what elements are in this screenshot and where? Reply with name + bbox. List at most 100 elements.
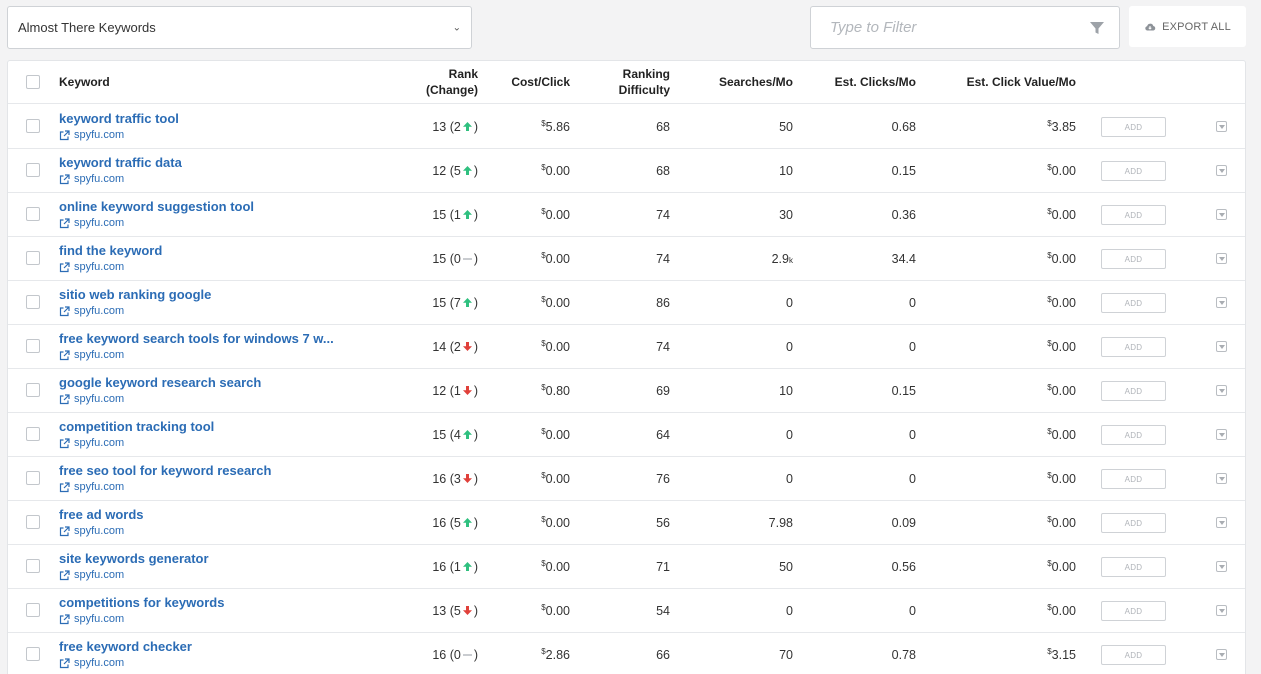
expand-row-icon[interactable] — [1216, 341, 1227, 352]
rank-change-value: 0 — [453, 647, 461, 662]
column-header-searches[interactable]: Searches/Mo — [718, 75, 793, 89]
keyword-cell: site keywords generator spyfu.com — [59, 550, 209, 582]
keyword-cell: online keyword suggestion tool spyfu.com — [59, 198, 254, 230]
add-keyword-button[interactable]: ADD — [1101, 381, 1166, 401]
row-checkbox[interactable] — [26, 427, 40, 441]
keyword-link[interactable]: google keyword research search — [59, 375, 262, 390]
external-link-icon — [59, 261, 70, 272]
expand-row-icon[interactable] — [1216, 605, 1227, 616]
funnel-icon[interactable] — [1089, 20, 1105, 36]
site-link[interactable]: spyfu.com — [59, 216, 254, 230]
site-link[interactable]: spyfu.com — [59, 568, 209, 582]
site-link[interactable]: spyfu.com — [59, 436, 214, 450]
site-link[interactable]: spyfu.com — [59, 480, 271, 494]
clicks-cell: 0.36 — [793, 193, 916, 236]
row-checkbox[interactable] — [26, 119, 40, 133]
row-checkbox[interactable] — [26, 603, 40, 617]
column-header-clicks[interactable]: Est. Clicks/Mo — [834, 75, 916, 89]
site-link[interactable]: spyfu.com — [59, 656, 192, 670]
row-checkbox[interactable] — [26, 207, 40, 221]
column-header-cost-per-click[interactable]: Cost/Click — [511, 75, 570, 89]
add-keyword-button[interactable]: ADD — [1101, 337, 1166, 357]
expand-row-icon[interactable] — [1216, 253, 1227, 264]
column-header-rank[interactable]: Rank (Change) — [426, 67, 478, 97]
keyword-link[interactable]: free keyword checker — [59, 639, 192, 654]
click-value-cell: $0.00 — [1047, 250, 1076, 266]
expand-row-icon[interactable] — [1216, 649, 1227, 660]
add-keyword-button[interactable]: ADD — [1101, 425, 1166, 445]
column-header-keyword[interactable]: Keyword — [59, 75, 110, 89]
keyword-link[interactable]: competition tracking tool — [59, 419, 215, 434]
row-checkbox[interactable] — [26, 339, 40, 353]
site-link[interactable]: spyfu.com — [59, 524, 144, 538]
site-link[interactable]: spyfu.com — [59, 128, 179, 142]
site-link[interactable]: spyfu.com — [59, 348, 334, 362]
row-checkbox[interactable] — [26, 163, 40, 177]
expand-row-icon[interactable] — [1216, 517, 1227, 528]
site-link[interactable]: spyfu.com — [59, 392, 261, 406]
expand-row-icon[interactable] — [1216, 473, 1227, 484]
keyword-link[interactable]: free seo tool for keyword research — [59, 463, 272, 478]
row-checkbox[interactable] — [26, 559, 40, 573]
row-checkbox[interactable] — [26, 515, 40, 529]
add-keyword-button[interactable]: ADD — [1101, 117, 1166, 137]
rank-change-value: 1 — [453, 207, 461, 222]
add-keyword-button[interactable]: ADD — [1101, 513, 1166, 533]
site-label: spyfu.com — [74, 173, 125, 185]
table-row: free keyword search tools for windows 7 … — [8, 325, 1245, 369]
rank-cell: 15 (7) — [432, 295, 478, 310]
row-checkbox[interactable] — [26, 383, 40, 397]
add-keyword-button[interactable]: ADD — [1101, 249, 1166, 269]
site-link[interactable]: spyfu.com — [59, 172, 182, 186]
external-link-icon — [59, 525, 70, 536]
expand-row-icon[interactable] — [1216, 429, 1227, 440]
expand-row-icon[interactable] — [1216, 297, 1227, 308]
keyword-link[interactable]: find the keyword — [59, 243, 163, 258]
table-row: keyword traffic data spyfu.com 12 (5) $0.00… — [8, 149, 1245, 193]
add-keyword-button[interactable]: ADD — [1101, 161, 1166, 181]
column-header-click-value[interactable]: Est. Click Value/Mo — [966, 75, 1076, 89]
site-link[interactable]: spyfu.com — [59, 304, 211, 318]
select-all-checkbox[interactable] — [26, 75, 40, 89]
row-checkbox[interactable] — [26, 471, 40, 485]
row-checkbox[interactable] — [26, 295, 40, 309]
cost-per-click-cell: $0.00 — [541, 162, 570, 178]
cost-value: 5.86 — [545, 119, 570, 134]
site-link[interactable]: spyfu.com — [59, 612, 224, 626]
keyword-link[interactable]: free ad words — [59, 507, 144, 522]
add-keyword-button[interactable]: ADD — [1101, 601, 1166, 621]
keyword-link[interactable]: site keywords generator — [59, 551, 209, 566]
expand-row-icon[interactable] — [1216, 385, 1227, 396]
add-keyword-button[interactable]: ADD — [1101, 645, 1166, 665]
report-type-dropdown[interactable]: Almost There Keywords ⌄ — [7, 6, 472, 49]
add-keyword-button[interactable]: ADD — [1101, 205, 1166, 225]
difficulty-value: 69 — [656, 383, 670, 398]
add-keyword-button[interactable]: ADD — [1101, 557, 1166, 577]
expand-row-icon[interactable] — [1216, 121, 1227, 132]
site-link[interactable]: spyfu.com — [59, 260, 162, 274]
add-keyword-button[interactable]: ADD — [1101, 293, 1166, 313]
keyword-link[interactable]: keyword traffic data — [59, 155, 182, 170]
keyword-cell: competition tracking tool spyfu.com — [59, 418, 214, 450]
difficulty-value: 86 — [656, 295, 670, 310]
keyword-link[interactable]: online keyword suggestion tool — [59, 199, 255, 214]
column-header-ranking-difficulty[interactable]: Ranking Difficulty — [618, 67, 670, 97]
rank-change-value: 5 — [453, 515, 461, 530]
click-value-cell: $0.00 — [1047, 206, 1076, 222]
row-checkbox[interactable] — [26, 647, 40, 661]
keyword-cell: google keyword research search spyfu.com — [59, 374, 261, 406]
expand-row-icon[interactable] — [1216, 165, 1227, 176]
click-value-cell: $0.00 — [1047, 514, 1076, 530]
add-keyword-button[interactable]: ADD — [1101, 469, 1166, 489]
keyword-link[interactable]: free keyword search tools for windows 7 … — [59, 331, 334, 346]
filter-input[interactable] — [811, 7, 1119, 48]
export-all-button[interactable]: EXPORT ALL — [1129, 6, 1246, 47]
keyword-link[interactable]: competitions for keywords — [59, 595, 225, 610]
expand-row-icon[interactable] — [1216, 561, 1227, 572]
expand-row-icon[interactable] — [1216, 209, 1227, 220]
row-checkbox[interactable] — [26, 251, 40, 265]
keyword-link[interactable]: sitio web ranking google — [59, 287, 212, 302]
export-all-label: EXPORT ALL — [1162, 20, 1231, 33]
keyword-link[interactable]: keyword traffic tool — [59, 111, 179, 126]
searches-value: 50 — [779, 559, 793, 574]
